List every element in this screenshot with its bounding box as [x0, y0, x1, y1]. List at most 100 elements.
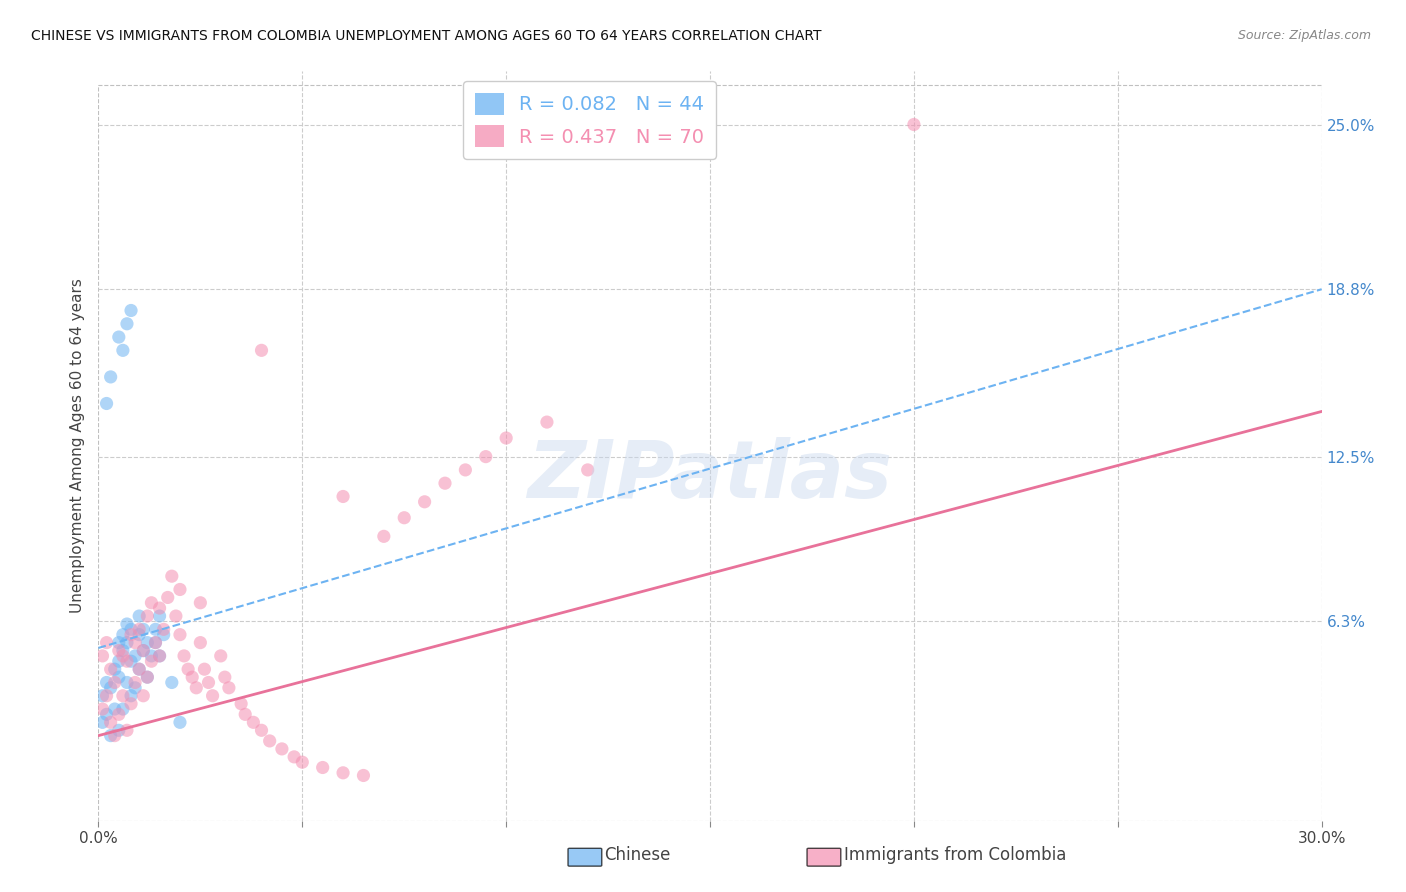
Point	[108, 654, 131, 668]
Point	[91, 715, 114, 730]
Point	[108, 670, 131, 684]
Point	[111, 643, 134, 657]
Point	[136, 609, 159, 624]
Point	[104, 675, 127, 690]
Point	[128, 627, 150, 641]
Point	[104, 702, 127, 716]
Point	[536, 415, 558, 429]
Point	[373, 529, 395, 543]
Point	[149, 609, 172, 624]
Point	[111, 648, 134, 663]
Legend: R = 0.082   N = 44, R = 0.437   N = 70: R = 0.082 N = 44, R = 0.437 N = 70	[463, 81, 716, 159]
Point	[96, 396, 118, 410]
Point	[124, 648, 146, 663]
Point	[91, 689, 114, 703]
Point	[124, 635, 146, 649]
Point	[231, 697, 253, 711]
Point	[141, 654, 163, 668]
Point	[100, 370, 122, 384]
Point	[108, 635, 131, 649]
Point	[91, 702, 114, 716]
Point	[120, 303, 142, 318]
Point	[111, 627, 134, 641]
Point	[332, 765, 354, 780]
Point	[124, 681, 146, 695]
Point	[141, 596, 163, 610]
Text: Immigrants from Colombia: Immigrants from Colombia	[844, 846, 1066, 863]
Point	[115, 617, 138, 632]
Point	[332, 490, 354, 504]
Text: Source: ZipAtlas.com: Source: ZipAtlas.com	[1237, 29, 1371, 42]
Point	[145, 635, 167, 649]
Point	[128, 623, 150, 637]
Point	[115, 654, 138, 668]
Point	[96, 635, 118, 649]
Y-axis label: Unemployment Among Ages 60 to 64 years: Unemployment Among Ages 60 to 64 years	[69, 278, 84, 614]
Point	[132, 689, 155, 703]
Text: CHINESE VS IMMIGRANTS FROM COLOMBIA UNEMPLOYMENT AMONG AGES 60 TO 64 YEARS CORRE: CHINESE VS IMMIGRANTS FROM COLOMBIA UNEM…	[31, 29, 821, 43]
Point	[96, 675, 118, 690]
Point	[149, 648, 172, 663]
Point	[201, 689, 224, 703]
Point	[91, 648, 114, 663]
Point	[169, 715, 191, 730]
Point	[115, 317, 138, 331]
Point	[108, 643, 131, 657]
Point	[120, 654, 142, 668]
Point	[250, 723, 273, 738]
Point	[100, 715, 122, 730]
Point	[169, 627, 191, 641]
Point	[108, 723, 131, 738]
Point	[120, 627, 142, 641]
Point	[903, 118, 925, 132]
Point	[128, 662, 150, 676]
Point	[124, 675, 146, 690]
Point	[120, 623, 142, 637]
Point	[259, 734, 281, 748]
Point	[132, 623, 155, 637]
Point	[100, 729, 122, 743]
Point	[115, 635, 138, 649]
Point	[136, 635, 159, 649]
Point	[152, 627, 174, 641]
Point	[209, 648, 232, 663]
Point	[108, 330, 131, 344]
Point	[352, 768, 374, 782]
Point	[454, 463, 477, 477]
Point	[104, 729, 127, 743]
Point	[177, 662, 200, 676]
Point	[96, 689, 118, 703]
Point	[115, 675, 138, 690]
Point	[120, 697, 142, 711]
Point	[136, 670, 159, 684]
Point	[145, 623, 167, 637]
Point	[291, 755, 314, 769]
Text: ZIPatlas: ZIPatlas	[527, 437, 893, 515]
Point	[188, 596, 212, 610]
Point	[100, 662, 122, 676]
Point	[312, 760, 335, 774]
Point	[193, 662, 215, 676]
Point	[136, 670, 159, 684]
Point	[576, 463, 599, 477]
Point	[132, 643, 155, 657]
Point	[132, 643, 155, 657]
Point	[108, 707, 131, 722]
Point	[149, 648, 172, 663]
Point	[270, 742, 294, 756]
Point	[413, 495, 436, 509]
Point	[141, 648, 163, 663]
Point	[188, 635, 212, 649]
Point	[495, 431, 517, 445]
Point	[111, 702, 134, 716]
Point	[173, 648, 195, 663]
Point	[96, 707, 118, 722]
Point	[128, 662, 150, 676]
Point	[392, 510, 416, 524]
Point	[165, 609, 187, 624]
Point	[233, 707, 256, 722]
Point	[111, 343, 134, 358]
Point	[145, 635, 167, 649]
Point	[242, 715, 264, 730]
Point	[283, 750, 305, 764]
